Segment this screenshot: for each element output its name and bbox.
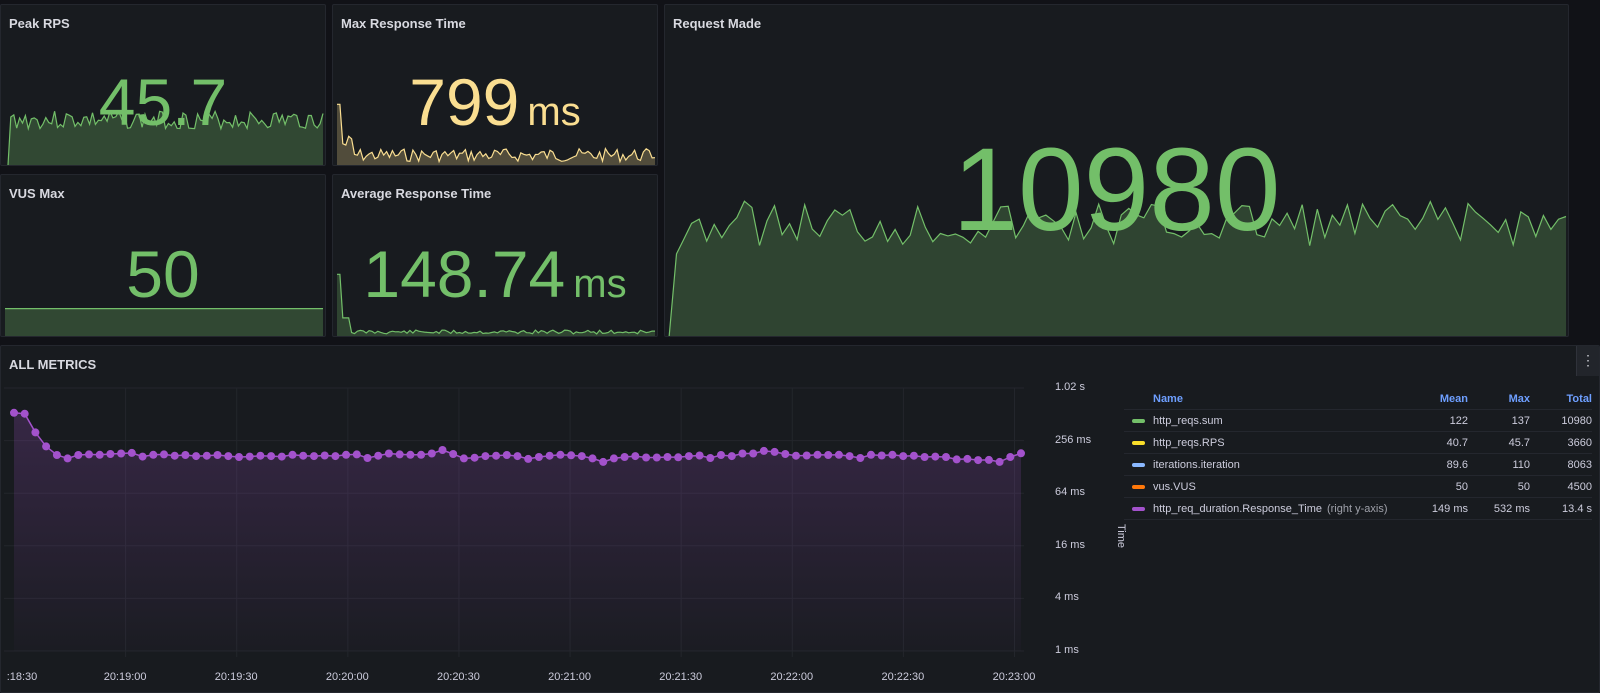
x-tick-label: 20:22:30 xyxy=(881,671,925,683)
panel-title: Request Made xyxy=(673,16,762,31)
sparkline-area xyxy=(5,308,323,336)
panel-title: ALL METRICS xyxy=(9,357,97,372)
series-total: 3660 xyxy=(1567,436,1592,449)
sparkline-line xyxy=(668,200,1567,336)
series-name: http_reqs.sum xyxy=(1153,414,1223,427)
sparkline-area xyxy=(8,111,323,165)
peak-rps-value: 45.7 xyxy=(98,65,228,139)
y-tick-label: 1 ms xyxy=(1055,644,1079,656)
series-total: 4500 xyxy=(1567,480,1592,493)
x-tick-label: 20:20:30 xyxy=(437,671,480,683)
y-tick-label: 1.02 s xyxy=(1055,381,1085,393)
metrics-legend-table: Name Mean Max Total http_reqs.sum 122 137 1… xyxy=(1124,388,1592,520)
panel-title: Average Response Time xyxy=(341,186,492,201)
avg-response-sparkline xyxy=(337,273,655,336)
y-tick-label: 64 ms xyxy=(1055,486,1085,499)
avg-response-value: 148.74 ms xyxy=(363,237,627,311)
series-mean: 122 xyxy=(1449,414,1468,427)
y-axis-title: Time xyxy=(1115,523,1128,549)
requests-made-value: 10980 xyxy=(952,124,1281,256)
series-mean: 149 ms xyxy=(1431,502,1468,515)
panel-title: Peak RPS xyxy=(9,16,70,31)
sparkline-area xyxy=(669,201,1566,336)
series-max: 45.7 xyxy=(1508,436,1530,449)
panel-title: Max Response Time xyxy=(341,16,466,31)
series-name: http_req_duration.Response_Time xyxy=(1153,502,1322,515)
series-color-swatch xyxy=(1132,506,1145,511)
series-name: http_reqs.RPS xyxy=(1153,436,1225,449)
max-response-value: 799 ms xyxy=(409,65,581,139)
series-total: 10980 xyxy=(1561,414,1592,427)
x-tick-label: 20:22:00 xyxy=(770,671,814,683)
series-name: vus.VUS xyxy=(1153,480,1196,493)
legend-header: Name Mean Max Total xyxy=(1124,388,1592,410)
series-mean: 40.7 xyxy=(1446,436,1468,449)
series-mean: 50 xyxy=(1455,480,1468,493)
vus-max-value: 50 xyxy=(126,237,200,311)
series-max: 110 xyxy=(1512,458,1530,471)
x-tick-label: 20:19:00 xyxy=(103,671,147,683)
sparkline-line xyxy=(337,103,656,164)
series-total: 8063 xyxy=(1567,458,1592,471)
x-tick-label: 20:20:00 xyxy=(325,671,369,683)
requests-made-panel[interactable]: Request Made 10980 xyxy=(664,4,1569,337)
series-color-swatch xyxy=(1132,462,1145,467)
vus-max-sparkline xyxy=(5,308,323,336)
unit-label: ms xyxy=(573,262,627,306)
series-max: 137 xyxy=(1511,414,1530,427)
legend-row[interactable]: http_reqs.sum 122 137 10980 xyxy=(1124,410,1592,432)
sparkline-line xyxy=(337,273,655,335)
series-color-swatch xyxy=(1132,418,1145,423)
max-response-panel[interactable]: Max Response Time 799 ms xyxy=(332,4,658,166)
panel-menu-button[interactable]: ⋮ xyxy=(1576,346,1599,376)
y-tick-label: 256 ms xyxy=(1055,433,1092,446)
max-response-sparkline xyxy=(337,103,656,165)
y-tick-label: 4 ms xyxy=(1055,591,1079,604)
sparkline-area xyxy=(337,104,655,165)
legend-row[interactable]: vus.VUS 50 50 4500 xyxy=(1124,476,1592,498)
series-max: 50 xyxy=(1517,480,1530,493)
legend-row[interactable]: iterations.iteration 89.6 110 8063 xyxy=(1124,454,1592,476)
x-tick-label: 20:23:00 xyxy=(992,671,1036,683)
peak-rps-panel[interactable]: Peak RPS 45.7 xyxy=(0,4,326,166)
col-mean-header[interactable]: Mean xyxy=(1439,392,1468,405)
kebab-icon: ⋮ xyxy=(1581,352,1595,368)
x-tick-label: 20:19:30 xyxy=(214,671,258,683)
vus-max-panel[interactable]: VUS Max 50 xyxy=(0,174,326,337)
series-total: 13.4 s xyxy=(1562,502,1592,515)
peak-rps-sparkline xyxy=(7,109,324,165)
avg-response-panel[interactable]: Average Response Time 148.74 ms xyxy=(332,174,658,337)
series-color-swatch xyxy=(1132,440,1145,445)
col-total-header[interactable]: Total xyxy=(1566,392,1592,405)
series-color-swatch xyxy=(1132,484,1145,489)
series-name: iterations.iteration xyxy=(1153,458,1240,471)
x-tick-label: 20:21:00 xyxy=(548,671,591,683)
legend-row[interactable]: http_req_duration.Response_Time (right y-… xyxy=(1124,498,1592,520)
panel-title: VUS Max xyxy=(9,186,65,201)
series-max: 532 ms xyxy=(1493,502,1530,515)
sparkline-line xyxy=(7,109,324,165)
col-max-header[interactable]: Max xyxy=(1508,392,1530,405)
x-tick-label: :18:30 xyxy=(6,671,38,683)
requests-made-sparkline xyxy=(668,200,1567,336)
series-hint: (right y-axis) xyxy=(1326,502,1388,515)
y-tick-label: 16 ms xyxy=(1055,538,1085,551)
col-name-header[interactable]: Name xyxy=(1153,392,1183,405)
unit-label: ms xyxy=(527,90,581,134)
series-mean: 89.6 xyxy=(1446,458,1468,471)
legend-row[interactable]: http_reqs.RPS 40.7 45.7 3660 xyxy=(1124,432,1592,454)
x-tick-label: 20:21:30 xyxy=(659,671,703,683)
